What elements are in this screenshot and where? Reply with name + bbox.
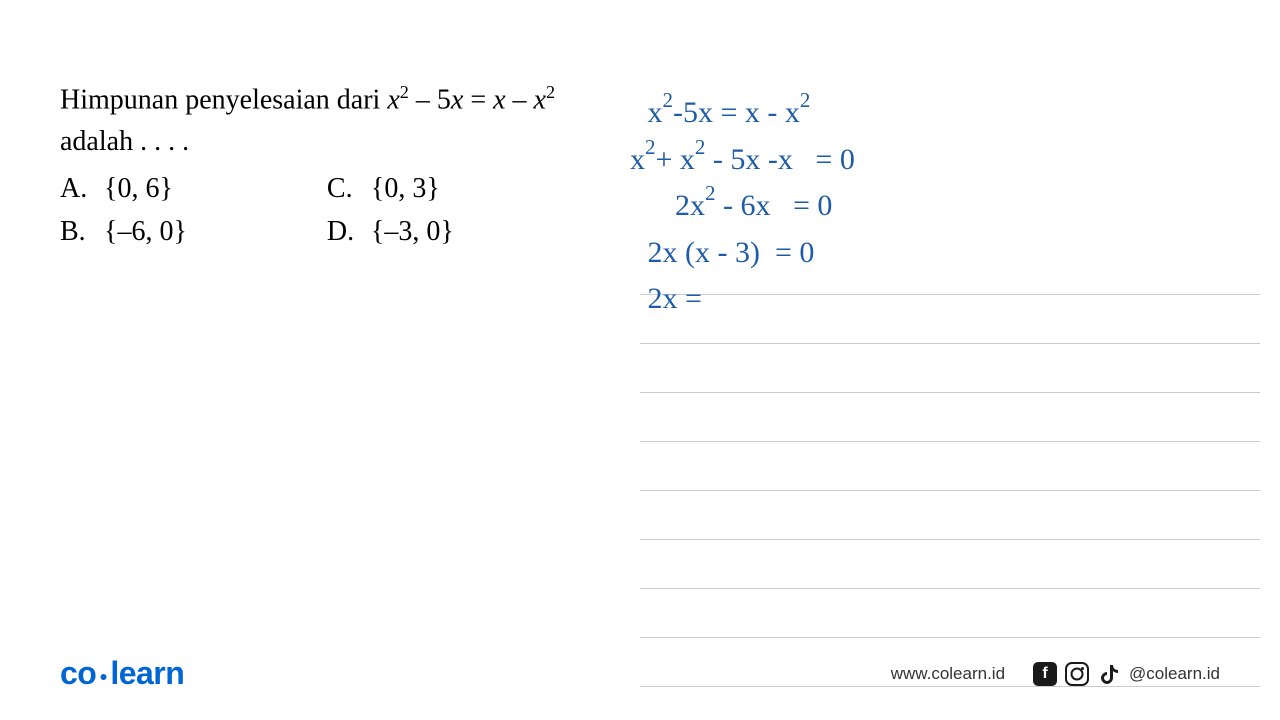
footer-right: www.colearn.id f @colearn.id	[891, 662, 1220, 686]
option-a-value: {0, 6}	[104, 169, 173, 208]
option-c-value: {0, 3}	[371, 169, 440, 208]
option-c: C. {0, 3}	[327, 169, 454, 208]
options-col-2: C. {0, 3} D. {–3, 0}	[327, 169, 454, 251]
ruled-line	[640, 442, 1260, 491]
options-col-1: A. {0, 6} B. {–6, 0}	[60, 169, 187, 251]
work-area: x2-5x = x - x2 x2+ x2 - 5x -x = 0 2x2 - …	[640, 90, 1240, 323]
social-icons: f @colearn.id	[1033, 662, 1220, 686]
ruled-line	[640, 540, 1260, 589]
footer: co●learn www.colearn.id f @colearn.id	[0, 655, 1280, 692]
ruled-line	[640, 344, 1260, 393]
facebook-icon: f	[1033, 662, 1057, 686]
option-d: D. {–3, 0}	[327, 212, 454, 251]
social-handle: @colearn.id	[1129, 664, 1220, 684]
hw-line: x2+ x2 - 5x -x = 0	[630, 137, 1240, 184]
hw-line: 2x (x - 3) = 0	[640, 230, 1240, 277]
hw-line: 2x2 - 6x = 0	[660, 183, 1240, 230]
logo: co●learn	[60, 655, 184, 692]
logo-learn: learn	[110, 655, 184, 691]
logo-dot-icon: ●	[99, 668, 107, 684]
logo-co: co	[60, 655, 96, 691]
option-d-letter: D.	[327, 212, 355, 251]
eq-rhs-var: x	[493, 84, 505, 115]
eq-lhs-base: x	[387, 84, 399, 115]
option-b-letter: B.	[60, 212, 88, 251]
eq-mid: – 5	[409, 84, 451, 115]
eq-rhs-minus: –	[506, 84, 534, 115]
tiktok-icon	[1097, 662, 1121, 686]
eq-rhs-exp: 2	[546, 82, 555, 102]
hw-line: x2-5x = x - x2	[640, 90, 1240, 137]
option-d-value: {–3, 0}	[371, 212, 454, 251]
hw-line: 2x =	[640, 276, 1240, 323]
ruled-line	[640, 589, 1260, 638]
eq-rhs-base: x	[534, 84, 546, 115]
option-a: A. {0, 6}	[60, 169, 187, 208]
option-b: B. {–6, 0}	[60, 212, 187, 251]
eq-lhs-exp: 2	[400, 82, 409, 102]
instagram-icon	[1065, 662, 1089, 686]
website-url: www.colearn.id	[891, 664, 1005, 684]
option-c-letter: C.	[327, 169, 355, 208]
eq-eq: =	[463, 84, 493, 115]
option-a-letter: A.	[60, 169, 88, 208]
handwriting: x2-5x = x - x2 x2+ x2 - 5x -x = 0 2x2 - …	[640, 90, 1240, 323]
option-b-value: {–6, 0}	[104, 212, 187, 251]
eq-var: x	[451, 84, 463, 115]
ruled-line	[640, 393, 1260, 442]
question-prefix: Himpunan penyelesaian dari	[60, 84, 387, 115]
ruled-line	[640, 491, 1260, 540]
